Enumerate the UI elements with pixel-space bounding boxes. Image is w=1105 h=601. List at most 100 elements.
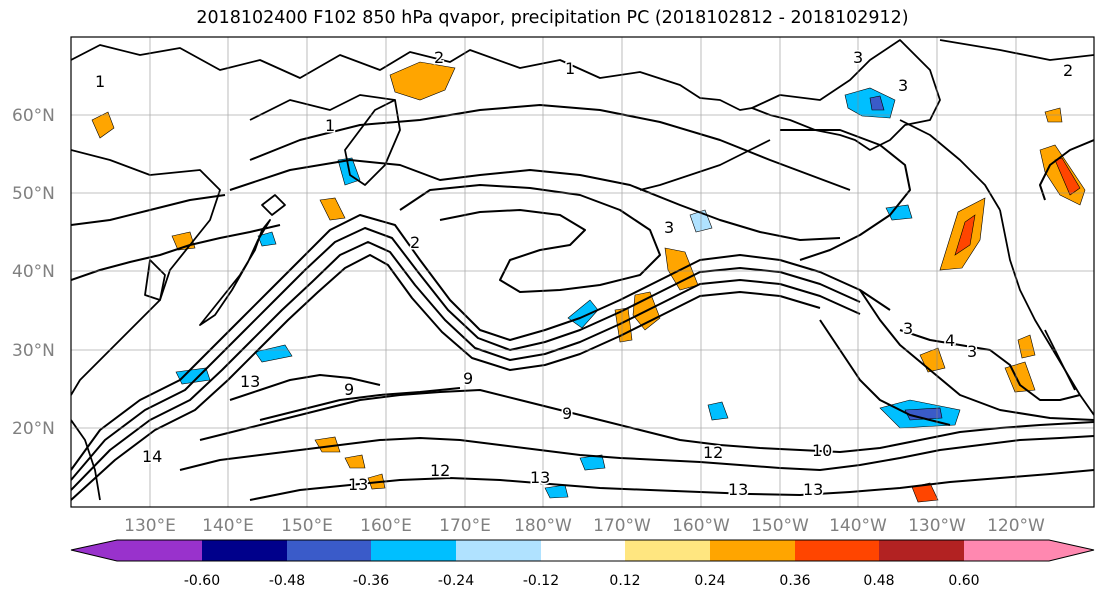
colorbar-segment xyxy=(541,540,625,561)
contour-label: 13 xyxy=(803,480,823,499)
lat-label: 30°N xyxy=(12,341,55,361)
contour-label: 13 xyxy=(240,372,260,391)
coastline-korea xyxy=(144,259,166,301)
colorbar-label: -0.60 xyxy=(184,573,220,589)
colorbar-label: -0.48 xyxy=(269,573,305,589)
contour-label: 3 xyxy=(967,342,977,361)
map-frame xyxy=(70,36,1095,508)
colorbar-segment xyxy=(625,540,710,561)
colorbar-label: 0.12 xyxy=(609,573,640,589)
contour-label: 10 xyxy=(812,441,832,460)
coastline-japan xyxy=(199,219,271,326)
lon-label: 160°E xyxy=(360,516,412,536)
contour-line xyxy=(71,254,821,501)
contour-line xyxy=(819,319,951,426)
contour-label: 13 xyxy=(530,468,550,487)
contour-line xyxy=(71,224,281,281)
contour-line xyxy=(229,159,841,241)
contour-label: 12 xyxy=(430,461,450,480)
contour-labels: 2 1 1 1 3 3 2 2 3 3 4 3 13 9 9 9 12 12 1… xyxy=(94,47,1075,501)
contour-label: 3 xyxy=(903,319,913,338)
contour-line xyxy=(179,435,1094,471)
contour-label: 13 xyxy=(348,475,368,494)
contour-label: 3 xyxy=(898,76,908,95)
lat-label: 40°N xyxy=(12,262,55,282)
coastline-baja xyxy=(1044,329,1076,391)
colorbar-segment xyxy=(117,540,202,561)
coastline-hokkaido xyxy=(261,194,286,216)
coastline-aleutians xyxy=(639,139,771,191)
lat-label: 20°N xyxy=(12,419,55,439)
precip-red-blob xyxy=(954,214,976,256)
precip-orange-blob xyxy=(614,307,633,343)
contour-line xyxy=(859,289,1094,421)
contour-line xyxy=(899,329,1081,401)
colorbar-extend-high xyxy=(1049,540,1094,561)
contour-label: 9 xyxy=(344,380,354,399)
lon-label: 150°E xyxy=(281,516,333,536)
graticule xyxy=(71,37,1094,507)
lon-label: 130°W xyxy=(908,516,966,536)
contour-label: 12 xyxy=(703,443,723,462)
lon-labels: 130°E 140°E 150°E 160°E 170°E 180°W 170°… xyxy=(124,516,1045,536)
coastline-asia-mainland xyxy=(71,149,221,396)
contour-label: 2 xyxy=(434,48,444,67)
colorbar-segment xyxy=(879,540,964,561)
coastline-china-south xyxy=(71,419,101,501)
contour-line xyxy=(259,387,461,421)
colorbar-segment xyxy=(371,540,456,561)
colorbar-extend-low xyxy=(71,540,117,561)
contour-line xyxy=(71,241,861,491)
lon-label: 150°W xyxy=(751,516,809,536)
contour-label: 3 xyxy=(853,48,863,67)
colorbar-label: 0.24 xyxy=(694,573,725,589)
coastline-alaska xyxy=(751,39,941,151)
contour-line xyxy=(780,129,911,261)
coastline-kamchatka xyxy=(344,99,401,186)
coastline-canada xyxy=(939,39,1094,61)
precip-orange-blob xyxy=(1017,334,1036,359)
precip-cyan-blob xyxy=(707,401,729,421)
contour-label: 2 xyxy=(1063,61,1073,80)
colorbar-label: 0.36 xyxy=(779,573,810,589)
colorbar-segment xyxy=(456,540,541,561)
contour-label: 3 xyxy=(664,218,674,237)
colorbar: -0.60 -0.48 -0.36 -0.24 -0.12 0.12 0.24 … xyxy=(70,539,1095,589)
lat-label: 50°N xyxy=(12,184,55,204)
lon-label: 160°W xyxy=(672,516,730,536)
contour-line xyxy=(249,104,851,191)
contour-label: 14 xyxy=(142,447,162,466)
coastline-siberia xyxy=(71,44,753,111)
contour-line xyxy=(399,184,661,293)
colorbar-label: 0.48 xyxy=(863,573,894,589)
contour-line xyxy=(249,469,1094,501)
lat-label: 60°N xyxy=(12,106,55,126)
precip-orange-blob xyxy=(344,454,366,469)
coastline-okhotsk xyxy=(249,94,396,121)
precip-cyan-blob xyxy=(257,231,277,247)
coastline-north-america xyxy=(999,209,1094,416)
colorbar-label: 0.60 xyxy=(948,573,979,589)
lon-label: 180°W xyxy=(514,516,572,536)
contour-line xyxy=(229,374,381,401)
contour-label: 4 xyxy=(945,331,955,350)
contour-line xyxy=(1039,139,1094,201)
colorbar-segment xyxy=(795,540,879,561)
colorbar-segment xyxy=(964,540,1049,561)
map-plot-area: 2 1 1 1 3 3 2 2 3 3 4 3 13 9 9 9 12 12 1… xyxy=(71,37,1094,507)
lon-label: 140°W xyxy=(829,516,887,536)
precip-orange-blob xyxy=(319,197,346,221)
colorbar-outline xyxy=(70,539,1095,562)
map-title: 2018102400 F102 850 hPa qvapor, precipit… xyxy=(196,8,909,28)
precip-orange-blob xyxy=(389,61,456,101)
colorbar-segment xyxy=(202,540,287,561)
contour-label: 1 xyxy=(95,72,105,91)
contour-label: 2 xyxy=(410,233,420,252)
precip-cyan-blob xyxy=(544,484,569,499)
lon-label: 140°E xyxy=(202,516,254,536)
precip-shading xyxy=(91,61,1086,503)
colorbar-label: -0.12 xyxy=(523,573,559,589)
contour-label: 9 xyxy=(562,404,572,423)
colorbar-segment xyxy=(710,540,795,561)
